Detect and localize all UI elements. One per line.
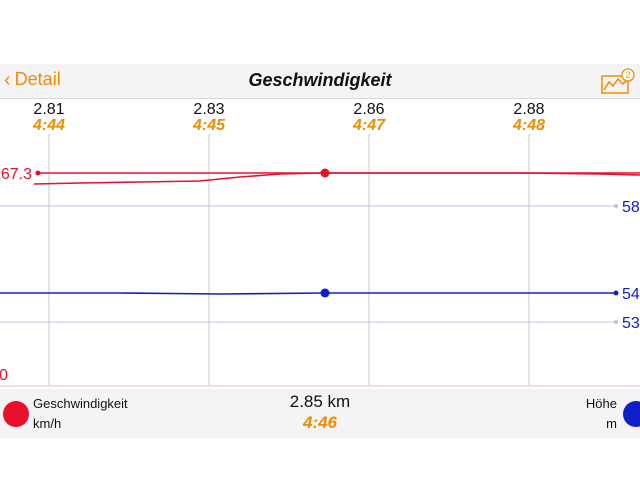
height-current-marker bbox=[613, 290, 619, 296]
x-tick-km: 2.81 bbox=[33, 101, 64, 118]
x-tick-time: 4:47 bbox=[352, 117, 386, 134]
cursor-distance: 2.85 km bbox=[289, 392, 351, 411]
chart-count-badge: 2 bbox=[625, 70, 630, 80]
speed-cursor-point bbox=[320, 168, 330, 178]
chart-area[interactable]: 2.81 4:44 2.83 4:45 2.86 4:47 2.88 4:48 … bbox=[0, 98, 640, 388]
height-ref-marker bbox=[614, 320, 618, 324]
chart-selector-button[interactable]: 2 bbox=[600, 68, 636, 96]
x-tick-km: 2.83 bbox=[193, 101, 224, 118]
back-button[interactable]: ‹ Detail bbox=[4, 69, 61, 90]
speed-legend-name: Geschwindigkeit bbox=[33, 396, 128, 411]
chevron-left-icon: ‹ bbox=[4, 68, 11, 91]
line-chart-icon: 2 bbox=[601, 68, 635, 94]
speed-legend-unit: km/h bbox=[33, 416, 62, 431]
height-axis-label-54: 54 bbox=[622, 286, 640, 303]
legend-footer: Geschwindigkeit km/h 2.85 km 4:46 Höhe m bbox=[0, 389, 640, 438]
x-tick-time: 4:48 bbox=[512, 117, 545, 134]
speed-axis-max-label: 67.3 bbox=[1, 166, 32, 183]
height-legend-name: Höhe bbox=[585, 396, 617, 411]
speed-series-line bbox=[33, 172, 640, 185]
height-axis-label-53: 53 bbox=[622, 315, 640, 332]
height-ref-marker bbox=[614, 204, 618, 208]
speed-legend-dot[interactable] bbox=[3, 401, 29, 427]
height-axis-label-58: 58 bbox=[622, 199, 640, 216]
height-series-line bbox=[0, 292, 616, 295]
x-tick-time: 4:44 bbox=[32, 117, 65, 134]
speed-max-marker bbox=[35, 170, 41, 176]
back-label: Detail bbox=[14, 69, 61, 89]
navigation-bar: ‹ Detail Geschwindigkeit 2 bbox=[0, 64, 640, 99]
cursor-time: 4:46 bbox=[302, 413, 338, 432]
height-legend-unit: m bbox=[606, 416, 617, 431]
x-tick-km: 2.88 bbox=[513, 101, 544, 118]
page-title: Geschwindigkeit bbox=[248, 70, 392, 90]
speed-axis-zero-label: 0 bbox=[0, 367, 8, 384]
x-tick-km: 2.86 bbox=[353, 101, 384, 118]
height-cursor-point bbox=[320, 288, 330, 298]
chart-svg[interactable]: 2.81 4:44 2.83 4:45 2.86 4:47 2.88 4:48 … bbox=[0, 98, 640, 388]
height-legend-dot[interactable] bbox=[623, 401, 640, 427]
x-tick-time: 4:45 bbox=[192, 117, 226, 134]
